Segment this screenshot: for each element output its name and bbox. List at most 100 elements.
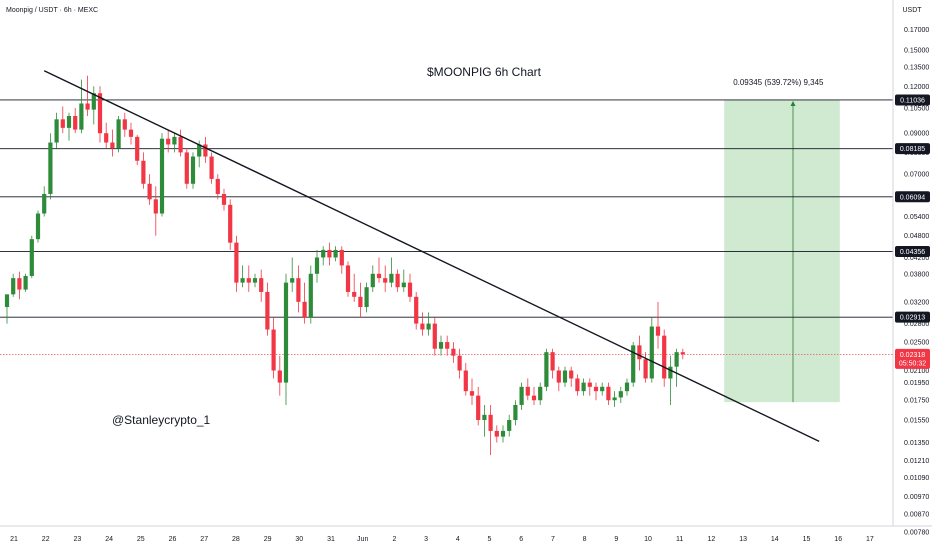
candle[interactable]: [562, 366, 568, 387]
candle[interactable]: [649, 317, 654, 383]
candle[interactable]: [469, 378, 475, 405]
candle[interactable]: [91, 86, 96, 125]
candle[interactable]: [60, 106, 65, 134]
candle[interactable]: [519, 382, 524, 410]
candle[interactable]: [631, 342, 636, 387]
candle[interactable]: [116, 116, 121, 153]
candle[interactable]: [308, 265, 313, 324]
candle[interactable]: [383, 265, 388, 292]
candle[interactable]: [147, 174, 152, 205]
candle[interactable]: [110, 129, 115, 157]
candle[interactable]: [445, 335, 450, 356]
candle[interactable]: [42, 186, 47, 217]
candle[interactable]: [339, 246, 344, 274]
candle[interactable]: [643, 352, 648, 383]
trendline[interactable]: [43, 70, 820, 442]
candle[interactable]: [674, 348, 679, 387]
candle[interactable]: [296, 265, 301, 313]
candle[interactable]: [290, 257, 295, 292]
candle[interactable]: [488, 404, 493, 456]
candle[interactable]: [525, 378, 530, 401]
candle[interactable]: [128, 122, 134, 145]
candle[interactable]: [4, 294, 10, 324]
candle[interactable]: [85, 75, 90, 117]
x-axis[interactable]: 21 22 23 24 25 26 27 28 29 30 31 Jun 2 3 4 5 6 7 8 9 10 11 12 1…: [10, 536, 874, 543]
candle[interactable]: [234, 235, 239, 292]
candle[interactable]: [612, 391, 617, 407]
candle[interactable]: [538, 382, 543, 405]
candle[interactable]: [575, 374, 580, 396]
candle[interactable]: [327, 242, 332, 266]
candle[interactable]: [358, 282, 363, 318]
candle[interactable]: [11, 273, 16, 297]
candle[interactable]: [153, 186, 158, 236]
candle[interactable]: [587, 378, 592, 396]
candle[interactable]: [457, 348, 462, 379]
candle[interactable]: [451, 342, 456, 363]
candle[interactable]: [184, 148, 189, 189]
candle[interactable]: [389, 257, 394, 288]
candle[interactable]: [401, 269, 406, 292]
candle[interactable]: [190, 152, 196, 189]
candle[interactable]: [569, 366, 574, 387]
candle[interactable]: [680, 348, 685, 360]
candle[interactable]: [159, 133, 165, 217]
candle[interactable]: [17, 271, 22, 300]
candle[interactable]: [637, 335, 642, 371]
candle[interactable]: [364, 282, 369, 313]
candle[interactable]: [66, 112, 72, 141]
candle[interactable]: [29, 235, 34, 279]
candle[interactable]: [370, 265, 375, 292]
candle[interactable]: [600, 382, 605, 396]
candle[interactable]: [376, 257, 382, 283]
candle[interactable]: [135, 135, 140, 166]
candle[interactable]: [166, 129, 171, 153]
candle[interactable]: [668, 355, 673, 405]
candle[interactable]: [420, 312, 425, 336]
candles[interactable]: [4, 75, 685, 456]
candle[interactable]: [531, 386, 537, 405]
candle[interactable]: [240, 265, 245, 288]
candle[interactable]: [122, 112, 127, 137]
candle[interactable]: [283, 273, 289, 405]
candle[interactable]: [414, 291, 419, 330]
candle[interactable]: [265, 282, 270, 336]
candle[interactable]: [438, 335, 444, 356]
candle[interactable]: [345, 261, 351, 297]
candle[interactable]: [178, 129, 183, 157]
candle[interactable]: [48, 133, 53, 200]
candle[interactable]: [426, 312, 431, 336]
candle[interactable]: [333, 246, 338, 262]
candle[interactable]: [97, 86, 103, 143]
candle[interactable]: [544, 348, 549, 392]
candle[interactable]: [593, 382, 599, 401]
candle[interactable]: [513, 400, 518, 426]
candle[interactable]: [321, 246, 326, 266]
candle[interactable]: [352, 273, 357, 302]
candle[interactable]: [314, 249, 320, 283]
candle[interactable]: [550, 348, 555, 379]
candle[interactable]: [73, 108, 78, 134]
candle[interactable]: [624, 378, 630, 396]
candle[interactable]: [277, 355, 282, 396]
candle[interactable]: [494, 425, 499, 443]
candle[interactable]: [271, 317, 276, 379]
candle[interactable]: [302, 282, 307, 324]
candle[interactable]: [221, 188, 227, 211]
candle[interactable]: [655, 301, 661, 349]
horizontal-levels[interactable]: [0, 99, 893, 318]
candle[interactable]: [662, 329, 667, 387]
candle[interactable]: [500, 425, 506, 443]
candle[interactable]: [104, 122, 109, 149]
candle[interactable]: [606, 382, 611, 405]
candle[interactable]: [203, 136, 208, 163]
candle[interactable]: [581, 378, 586, 396]
candle[interactable]: [215, 174, 220, 200]
candle[interactable]: [395, 269, 400, 292]
candle[interactable]: [246, 265, 251, 292]
candle[interactable]: [35, 210, 41, 243]
candle[interactable]: [209, 152, 214, 184]
candle[interactable]: [432, 317, 437, 356]
candle[interactable]: [228, 199, 233, 250]
